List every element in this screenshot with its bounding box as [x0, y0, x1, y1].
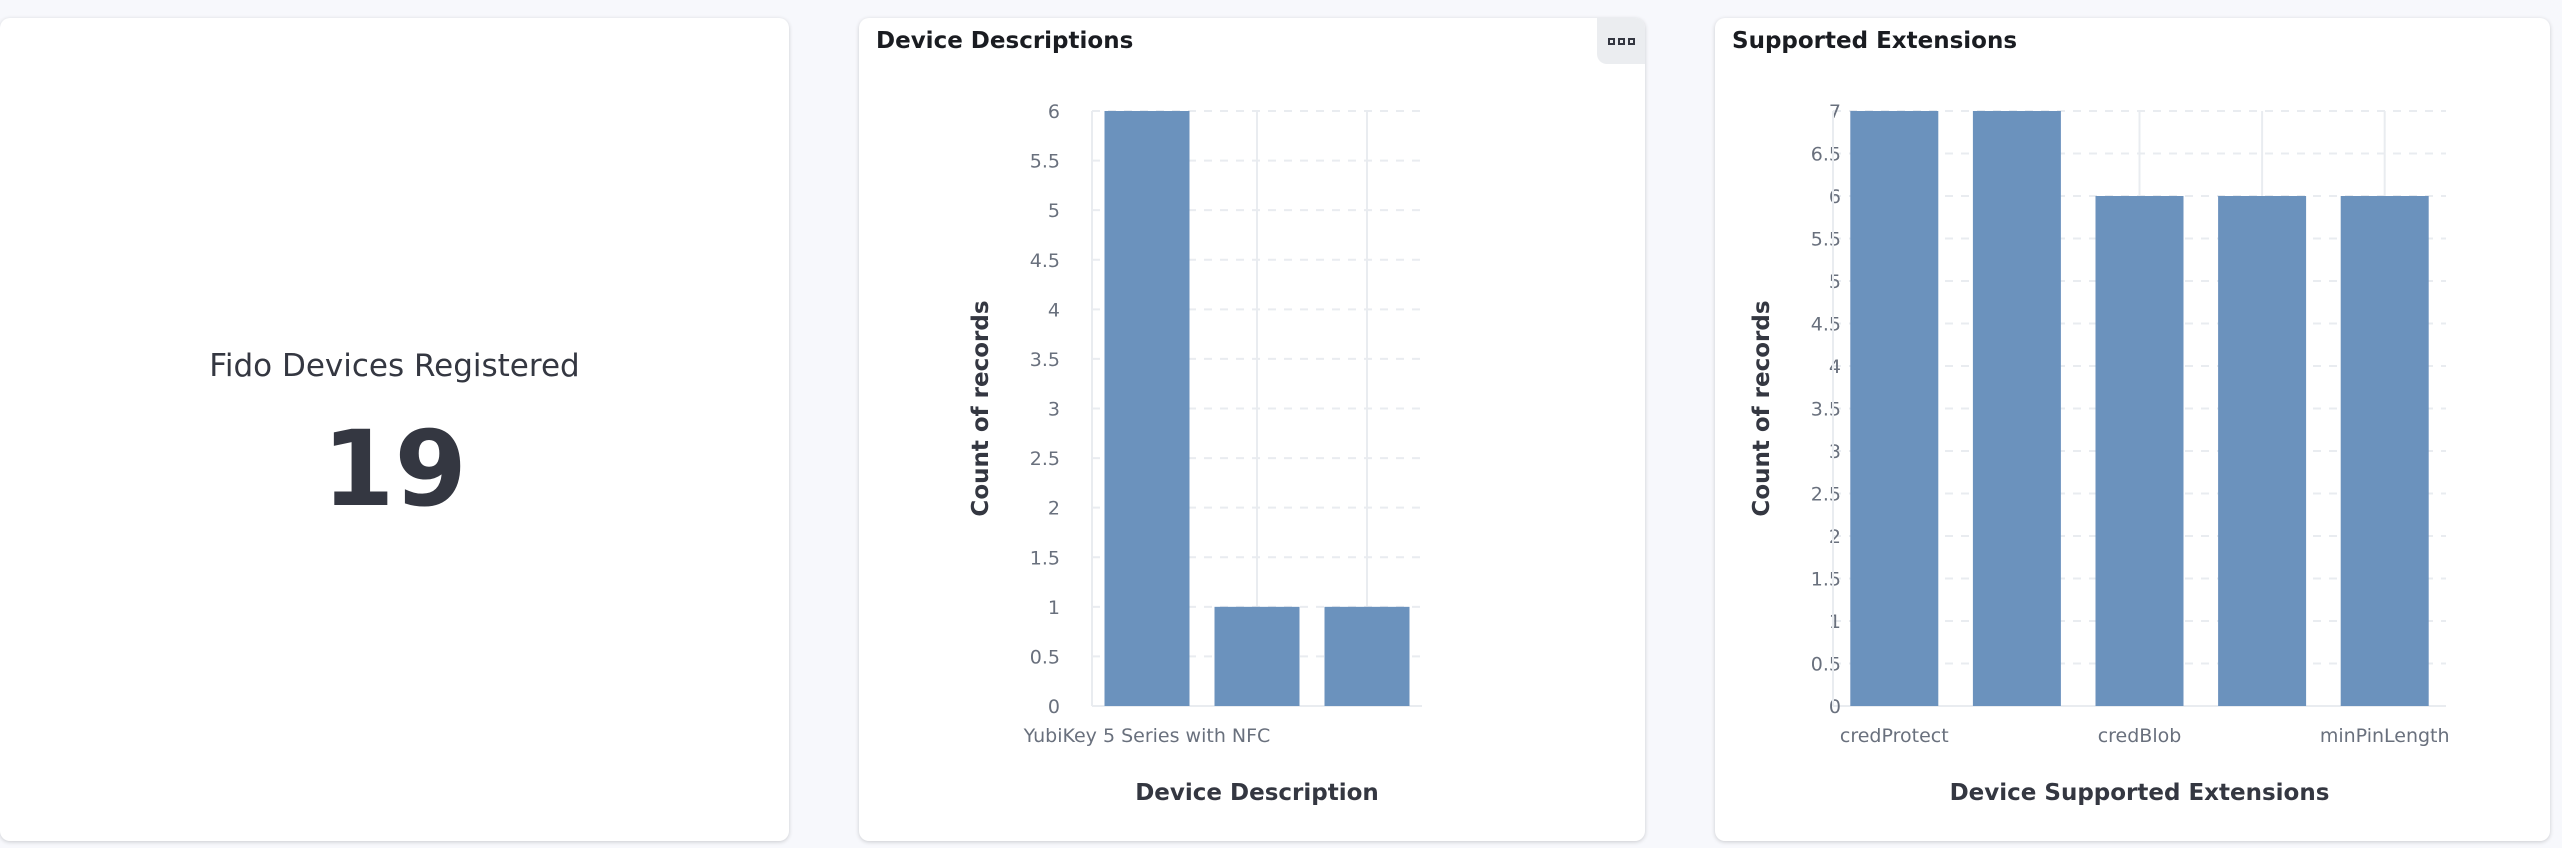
dot-icon: [1617, 37, 1625, 45]
y-tick-label: 7: [1829, 101, 1841, 123]
bar: [1850, 111, 1939, 706]
y-tick-label: 6.5: [1811, 144, 1841, 166]
y-tick-label: 1: [1048, 597, 1060, 619]
metric-value: 19: [322, 408, 467, 530]
y-axis-title: Count of records: [1749, 300, 1775, 516]
y-axis-title: Count of records: [968, 300, 994, 516]
y-tick-label: 4.5: [1811, 314, 1841, 336]
metric-label: Fido Devices Registered: [209, 348, 580, 384]
y-tick-label: 0: [1829, 696, 1841, 718]
y-tick-label: 1.5: [1811, 569, 1841, 591]
y-tick-label: 6: [1048, 101, 1060, 123]
x-tick-label: minPinLength: [2320, 725, 2450, 747]
metric-panel: Fido Devices Registered 19: [0, 18, 789, 841]
panel-title: Device Descriptions: [876, 28, 1134, 54]
x-tick-label: YubiKey 5 Series with NFC: [1023, 725, 1271, 747]
y-tick-label: 5.5: [1030, 151, 1060, 173]
y-tick-label: 1.5: [1030, 547, 1060, 569]
bar: [2095, 196, 2184, 706]
y-tick-label: 5: [1048, 200, 1060, 222]
x-axis-title: Device Supported Extensions: [1950, 780, 2330, 806]
y-tick-label: 4.5: [1030, 250, 1060, 272]
bar: [2340, 196, 2429, 706]
x-tick-label: credProtect: [1840, 725, 1949, 747]
y-tick-label: 3.5: [1811, 399, 1841, 421]
y-tick-label: 2.5: [1030, 448, 1060, 470]
panel-options-button[interactable]: [1597, 18, 1645, 64]
y-tick-label: 5: [1829, 271, 1841, 293]
bar: [2218, 196, 2307, 706]
bar: [1324, 606, 1410, 706]
y-tick-label: 2: [1048, 498, 1060, 520]
y-tick-label: 0: [1048, 696, 1060, 718]
dot-icon: [1607, 37, 1615, 45]
y-tick-label: 0.5: [1030, 646, 1060, 668]
y-tick-label: 3.5: [1030, 349, 1060, 371]
y-tick-label: 4: [1048, 299, 1060, 321]
bar: [1972, 111, 2061, 706]
y-tick-label: 4: [1829, 356, 1841, 378]
bar: [1104, 111, 1190, 706]
y-tick-label: 6: [1829, 186, 1841, 208]
dot-icon: [1627, 37, 1635, 45]
y-tick-label: 1: [1829, 611, 1841, 633]
y-tick-label: 3: [1048, 399, 1060, 421]
x-axis-title: Device Description: [1135, 780, 1379, 806]
y-tick-label: 2: [1829, 526, 1841, 548]
bar: [1214, 606, 1300, 706]
y-tick-label: 5.5: [1811, 229, 1841, 251]
y-tick-label: 0.5: [1811, 654, 1841, 676]
y-tick-label: 3: [1829, 441, 1841, 463]
x-tick-label: credBlob: [2098, 725, 2182, 747]
y-tick-label: 2.5: [1811, 484, 1841, 506]
panel-title: Supported Extensions: [1732, 28, 2018, 54]
